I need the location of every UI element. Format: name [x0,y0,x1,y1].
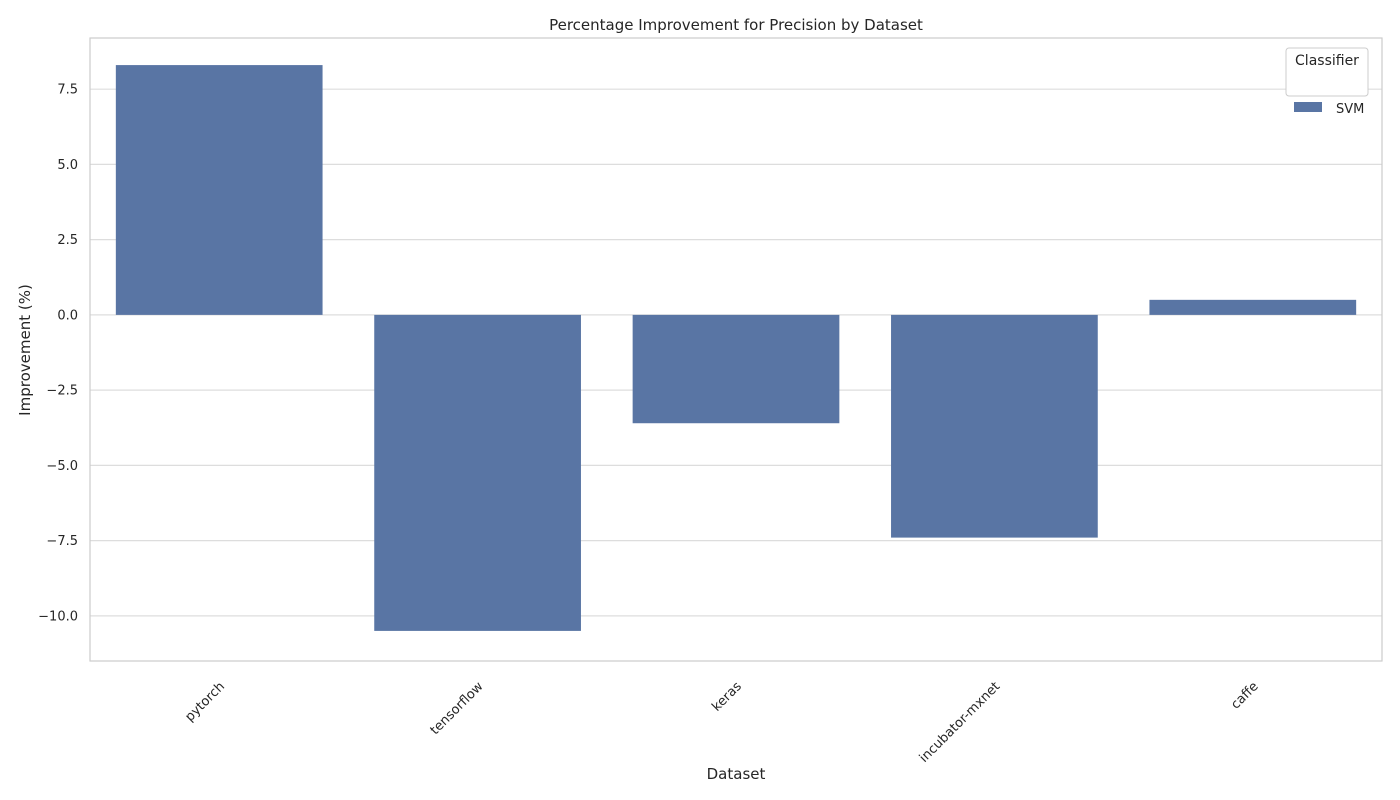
legend: Classifier SVM [1285,47,1369,117]
y-tick-label: −7.5 [46,534,78,549]
y-tick-label: 5.0 [57,158,78,173]
bar-caffe [1149,299,1357,315]
bar-pytorch [115,65,323,315]
y-tick-label: 0.0 [57,308,78,323]
y-tick-label: −5.0 [46,459,78,474]
y-tick-labels: 7.5 5.0 2.5 0.0 −2.5 −5.0 −7.5 −10.0 [38,83,78,625]
legend-title: Classifier [1295,53,1359,69]
chart-title: Percentage Improvement for Precision by … [549,16,923,34]
bar-tensorflow [374,314,581,631]
legend-swatch-svm [1294,102,1322,112]
y-axis-title: Improvement (%) [16,284,34,416]
y-tick-label: −10.0 [38,609,78,624]
plot-frame [89,37,1383,662]
bar-keras [632,314,840,424]
y-tick-label: 7.5 [57,83,78,98]
y-tick-label: −2.5 [46,384,78,399]
bars [115,65,1357,631]
x-axis-title: Dataset [707,765,766,783]
legend-box [1285,47,1369,97]
y-tick-label: 2.5 [57,233,78,248]
bar-incubator-mxnet [891,314,1098,538]
legend-label-svm: SVM [1336,102,1364,117]
